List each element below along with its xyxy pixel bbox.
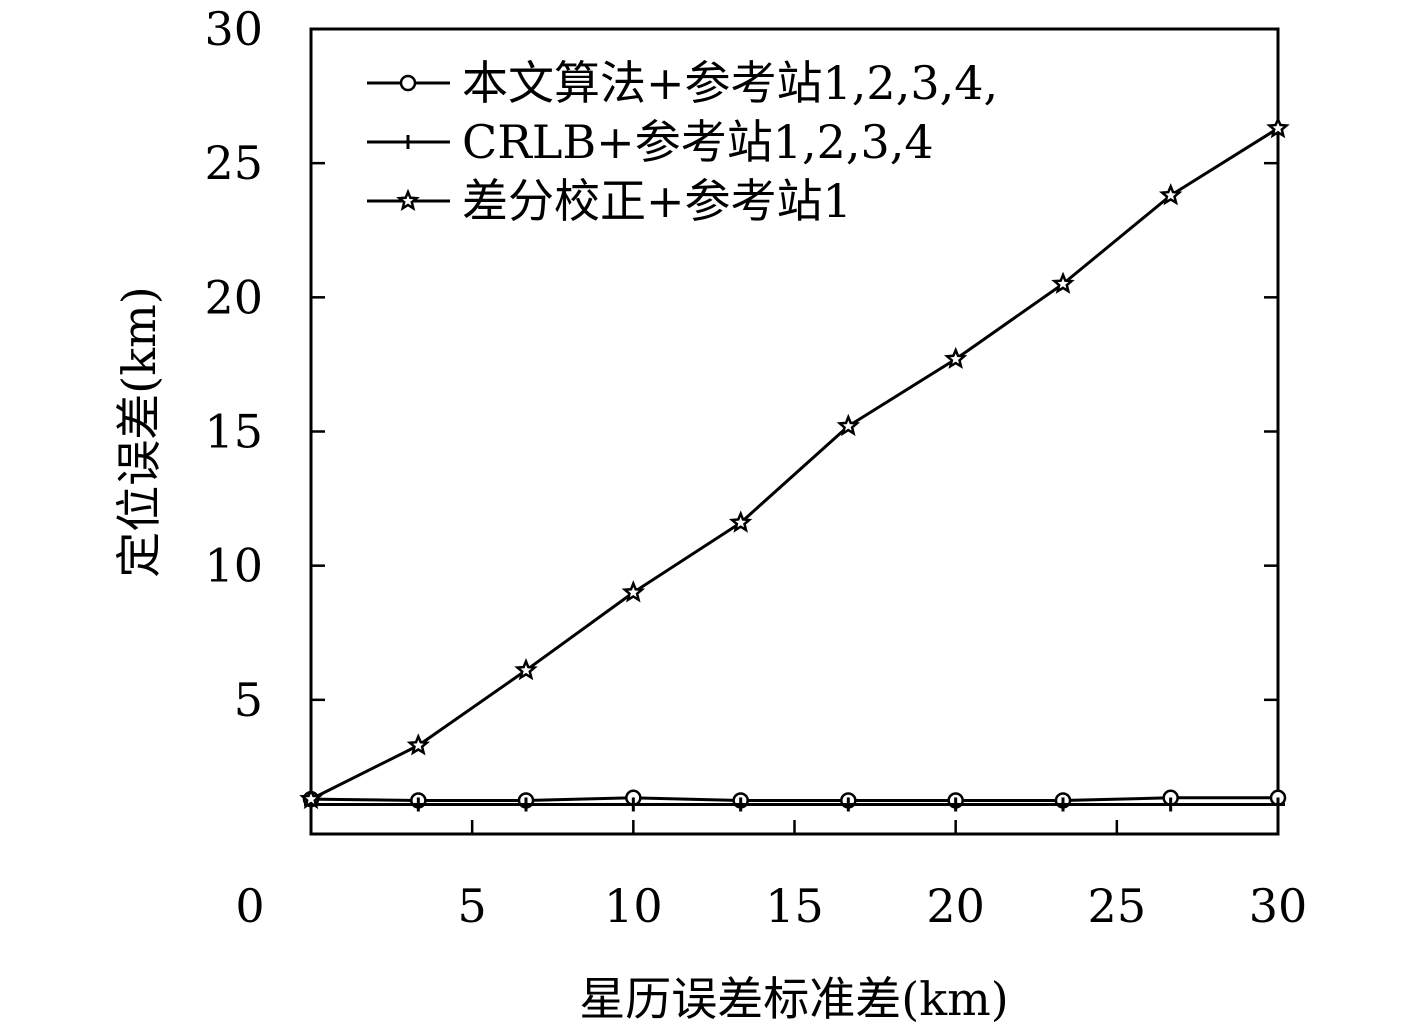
data-point-marker [626, 797, 641, 812]
legend-entry: 差分校正+参考站1 [367, 174, 852, 228]
data-point-marker [1051, 271, 1075, 294]
data-point-marker [728, 510, 753, 533]
legend-label: CRLB+参考站1,2,3,4 [462, 115, 934, 169]
x-axis-title: 星历误差标准差(km) [579, 972, 1008, 1026]
x-tick-label: 10 [604, 879, 663, 933]
data-point-marker [1266, 116, 1290, 139]
data-point-marker [411, 797, 426, 812]
series-line [310, 127, 1279, 801]
data-point-marker [1158, 183, 1183, 206]
series-3 [299, 116, 1290, 810]
legend-entry: CRLB+参考站1,2,3,4 [367, 115, 934, 169]
x-tick-label: 20 [926, 879, 985, 933]
data-point-marker [948, 797, 963, 812]
legend-marker [401, 135, 415, 149]
legend-marker [399, 74, 417, 92]
x-tick-label: 15 [765, 879, 824, 933]
data-point-marker [841, 797, 856, 812]
legend-marker [396, 188, 420, 211]
x-axis-ticks: 0 5 10 15 20 25 30 [235, 820, 1307, 933]
data-point-marker [514, 657, 538, 681]
y-tick-label: 30 [204, 2, 263, 56]
data-point-marker [733, 797, 748, 812]
series-layer [299, 116, 1290, 812]
legend-entry: 本文算法+参考站1,2,3,4, [367, 56, 998, 110]
data-point-marker [299, 786, 323, 810]
data-point-marker [1271, 797, 1285, 812]
x-tick-label: 25 [1088, 879, 1147, 933]
series-line [310, 796, 1278, 802]
x-tick-label: 5 [458, 879, 487, 933]
y-tick-label: 5 [234, 673, 263, 727]
legend-label: 差分校正+参考站1 [462, 174, 852, 228]
data-point-marker [406, 733, 431, 756]
y-axis-ticks: 5 10 15 20 25 30 [204, 2, 1278, 727]
data-point-marker [518, 797, 533, 812]
legend-label: 本文算法+参考站1,2,3,4, [462, 56, 998, 110]
y-tick-label: 10 [204, 539, 263, 593]
x-tick-label: 0 [235, 879, 264, 933]
data-point-marker [1056, 797, 1071, 812]
y-tick-label: 25 [204, 136, 263, 190]
y-tick-label: 20 [204, 270, 263, 324]
data-point-marker [836, 413, 861, 437]
y-tick-label: 15 [204, 405, 263, 459]
data-point-marker [1163, 797, 1178, 812]
y-axis-title: 定位误差(km) [112, 286, 166, 577]
x-tick-label: 30 [1249, 879, 1308, 933]
data-point-marker [943, 346, 968, 369]
data-point-marker [621, 580, 646, 603]
